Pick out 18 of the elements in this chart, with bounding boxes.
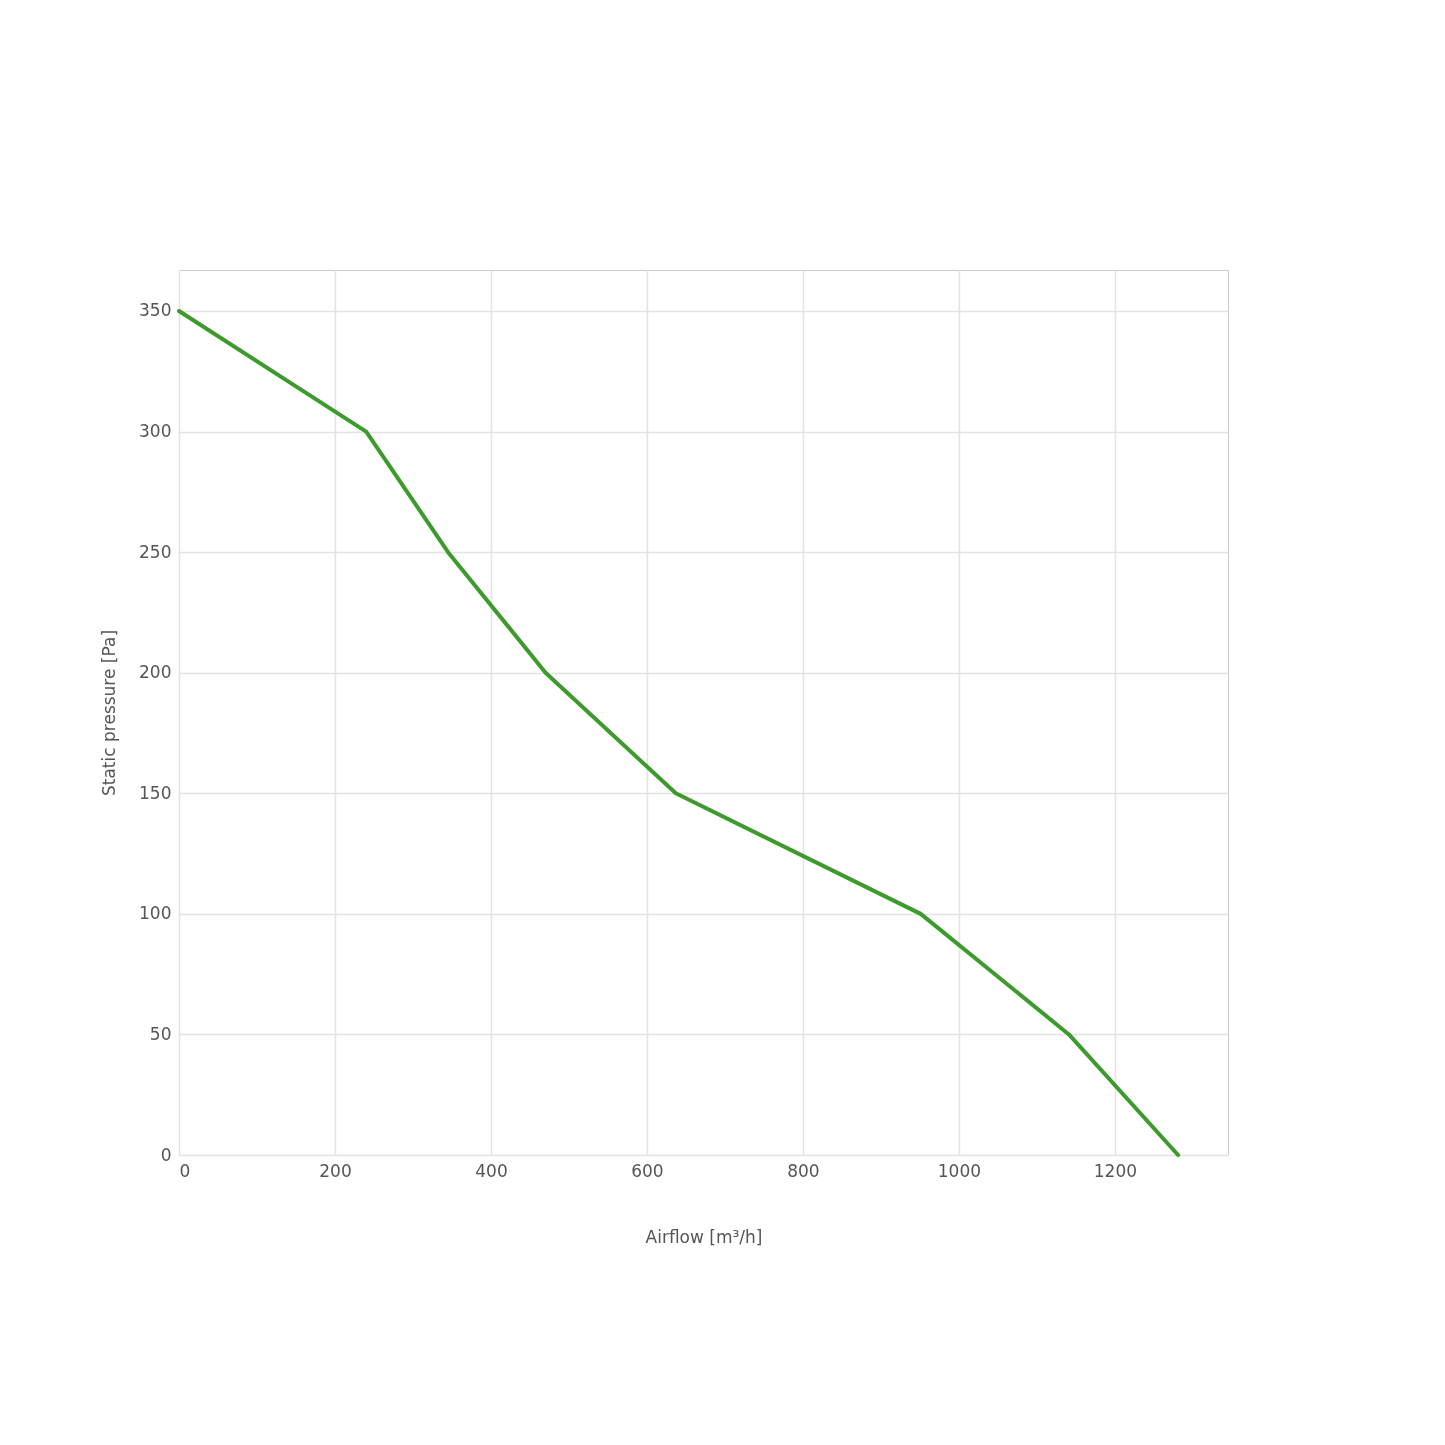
x-tick-label: 1200 [1093, 1160, 1138, 1181]
y-axis-title: Static pressure [Pa] [99, 629, 120, 797]
line-series [177, 309, 1181, 1157]
y-tick-label: 50 [149, 1023, 172, 1044]
x-tick-label: 200 [319, 1160, 352, 1181]
y-tick-label: 350 [139, 300, 172, 321]
y-tick-label: 200 [139, 662, 172, 683]
y-tick-label: 100 [139, 903, 172, 924]
x-tick-label: 400 [475, 1160, 508, 1181]
y-tick-label: 300 [139, 421, 172, 442]
x-tick-label: 800 [787, 1160, 820, 1181]
x-tick-label: 0 [179, 1160, 191, 1181]
y-tick-label: 0 [160, 1144, 172, 1165]
x-tick-label: 1000 [937, 1160, 982, 1181]
x-tick-label: 600 [631, 1160, 664, 1181]
x-axis-title: Airflow [m³/h] [645, 1226, 763, 1247]
y-tick-label: 150 [139, 782, 172, 803]
y-tick-label: 250 [139, 541, 172, 562]
